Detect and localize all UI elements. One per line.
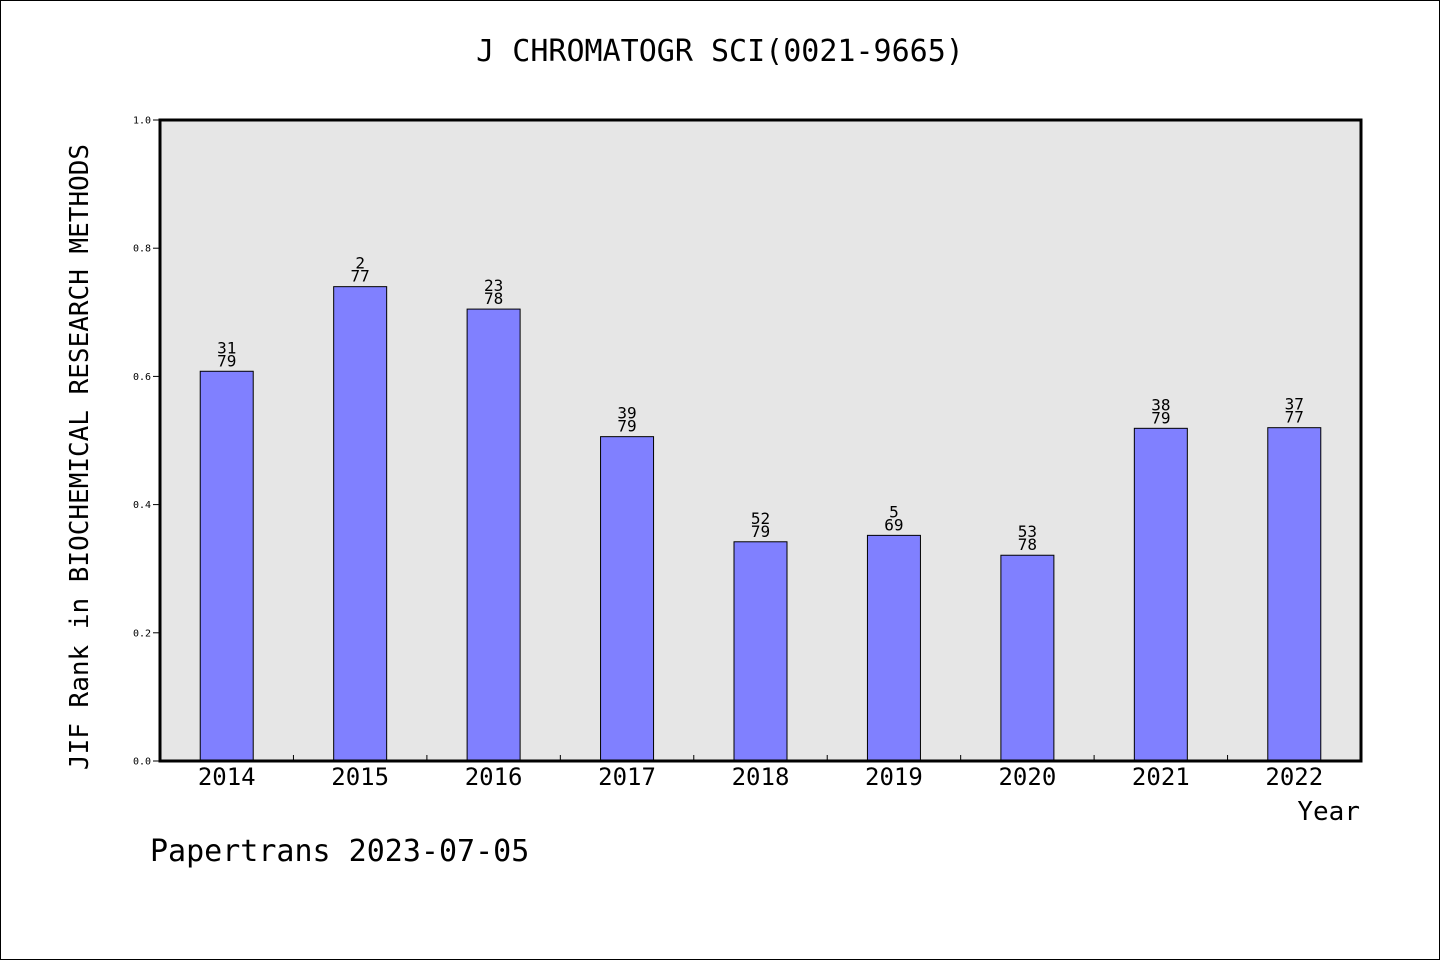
chart-title: J CHROMATOGR SCI(0021-9665) xyxy=(476,34,964,69)
bar-rank-label: 53 xyxy=(1018,522,1037,541)
bar-total-label: 79 xyxy=(1151,408,1170,427)
bar-total-label: 78 xyxy=(484,289,503,308)
bar-rank-label: 38 xyxy=(1151,395,1170,414)
x-tick-label: 2018 xyxy=(732,763,790,791)
bar-rank-label: 37 xyxy=(1285,395,1304,414)
y-tick-label: 0.2 xyxy=(133,628,151,639)
y-tick-label: 0.6 xyxy=(133,372,151,383)
bar-total-label: 78 xyxy=(1018,535,1037,554)
footer-stamp: Papertrans 2023-07-05 xyxy=(150,834,530,869)
bar-total-label: 69 xyxy=(884,515,903,534)
y-axis-label: JIF Rank in BIOCHEMICAL RESEARCH METHODS xyxy=(65,144,95,770)
y-tick-label: 0.4 xyxy=(133,500,151,511)
bar xyxy=(199,370,254,762)
bar-total-label: 79 xyxy=(217,351,236,370)
x-axis-label: Year xyxy=(1297,797,1360,827)
bar xyxy=(1133,427,1188,762)
x-tick-label: 2020 xyxy=(998,763,1056,791)
x-tick-label: 2017 xyxy=(598,763,656,791)
bar xyxy=(600,436,655,762)
x-tick-label: 2014 xyxy=(198,763,256,791)
bar xyxy=(1000,554,1055,762)
x-tick-label: 2021 xyxy=(1132,763,1190,791)
bar-total-label: 77 xyxy=(351,267,370,286)
y-tick-label: 0.8 xyxy=(133,244,151,255)
x-tick-label: 2016 xyxy=(465,763,523,791)
bar-rank-label: 5 xyxy=(889,502,899,521)
bar xyxy=(866,534,921,762)
plot-border xyxy=(158,118,1363,763)
bar-rank-label: 2 xyxy=(355,254,365,273)
bar-total-label: 79 xyxy=(617,417,636,436)
bar xyxy=(333,286,388,762)
bar-total-label: 77 xyxy=(1285,408,1304,427)
bar xyxy=(466,308,521,762)
bar-rank-label: 52 xyxy=(751,509,770,528)
bar-rank-label: 39 xyxy=(617,404,636,423)
x-tick-label: 2015 xyxy=(331,763,389,791)
bar-rank-label: 23 xyxy=(484,276,503,295)
bar-total-label: 79 xyxy=(751,522,770,541)
y-tick-label: 0.0 xyxy=(133,757,151,768)
y-tick-label: 1.0 xyxy=(133,116,151,127)
x-tick-label: 2019 xyxy=(865,763,923,791)
bar-rank-label: 31 xyxy=(217,338,236,357)
bar xyxy=(733,541,788,762)
x-tick-label: 2022 xyxy=(1265,763,1323,791)
bar xyxy=(1267,427,1322,762)
